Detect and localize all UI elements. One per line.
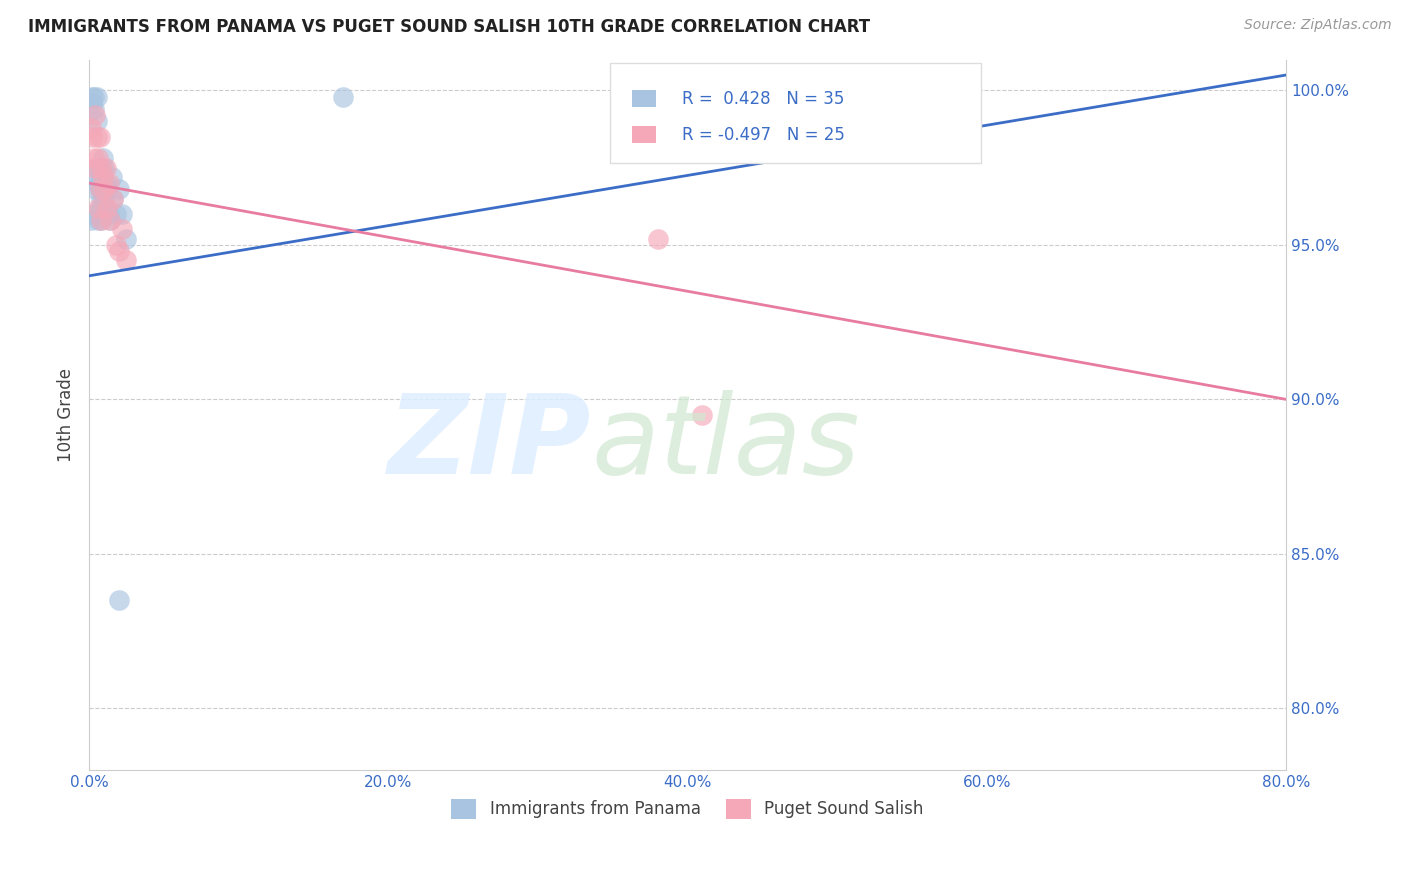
Legend: Immigrants from Panama, Puget Sound Salish: Immigrants from Panama, Puget Sound Sali… bbox=[444, 792, 931, 826]
Text: R =  0.428   N = 35: R = 0.428 N = 35 bbox=[682, 90, 844, 108]
Point bbox=[90, 161, 112, 175]
Point bbox=[111, 207, 134, 221]
Point bbox=[111, 222, 134, 236]
Point bbox=[89, 161, 111, 175]
Point bbox=[97, 176, 120, 190]
Point bbox=[115, 232, 138, 246]
Point bbox=[84, 169, 107, 184]
Point bbox=[98, 213, 121, 227]
Point bbox=[80, 95, 103, 110]
Text: Source: ZipAtlas.com: Source: ZipAtlas.com bbox=[1244, 18, 1392, 32]
Point bbox=[115, 253, 138, 268]
Point bbox=[83, 152, 105, 166]
Point bbox=[90, 213, 112, 227]
Point bbox=[91, 169, 114, 184]
Text: R = -0.497   N = 25: R = -0.497 N = 25 bbox=[682, 126, 845, 144]
Point bbox=[89, 201, 111, 215]
Point bbox=[84, 182, 107, 196]
Point bbox=[105, 207, 128, 221]
Point bbox=[80, 89, 103, 103]
Point bbox=[90, 213, 112, 227]
Point bbox=[93, 161, 115, 175]
Point bbox=[96, 182, 118, 196]
Point bbox=[105, 238, 128, 252]
Point bbox=[89, 182, 111, 196]
Point bbox=[87, 176, 110, 190]
Point bbox=[83, 89, 105, 103]
Point bbox=[87, 152, 110, 166]
FancyBboxPatch shape bbox=[633, 126, 657, 143]
FancyBboxPatch shape bbox=[610, 63, 981, 162]
Point bbox=[79, 120, 101, 135]
Point bbox=[647, 232, 669, 246]
Point bbox=[86, 129, 108, 144]
Point bbox=[97, 207, 120, 221]
Text: atlas: atlas bbox=[592, 390, 860, 497]
Point bbox=[100, 169, 122, 184]
Point bbox=[108, 244, 131, 259]
Text: IMMIGRANTS FROM PANAMA VS PUGET SOUND SALISH 10TH GRADE CORRELATION CHART: IMMIGRANTS FROM PANAMA VS PUGET SOUND SA… bbox=[28, 18, 870, 36]
Point bbox=[86, 161, 108, 175]
Point bbox=[101, 192, 124, 206]
Point bbox=[94, 176, 117, 190]
Point bbox=[108, 593, 131, 607]
Point bbox=[86, 114, 108, 128]
Point bbox=[108, 182, 131, 196]
Point bbox=[80, 129, 103, 144]
Point bbox=[86, 89, 108, 103]
Point bbox=[93, 192, 115, 206]
Point bbox=[332, 89, 354, 103]
Point bbox=[96, 201, 118, 215]
Point bbox=[90, 169, 112, 184]
Point bbox=[83, 102, 105, 116]
Point bbox=[84, 108, 107, 122]
Y-axis label: 10th Grade: 10th Grade bbox=[58, 368, 75, 462]
Text: ZIP: ZIP bbox=[388, 390, 592, 497]
Point bbox=[87, 201, 110, 215]
Point bbox=[692, 408, 714, 422]
Point bbox=[94, 161, 117, 175]
Point bbox=[84, 161, 107, 175]
Point bbox=[89, 129, 111, 144]
Point bbox=[83, 207, 105, 221]
Point bbox=[79, 213, 101, 227]
Point bbox=[87, 213, 110, 227]
Point bbox=[91, 152, 114, 166]
Point bbox=[93, 182, 115, 196]
FancyBboxPatch shape bbox=[633, 90, 657, 107]
Point bbox=[90, 192, 112, 206]
Point bbox=[98, 213, 121, 227]
Point bbox=[101, 192, 124, 206]
Point bbox=[91, 182, 114, 196]
Point bbox=[89, 182, 111, 196]
